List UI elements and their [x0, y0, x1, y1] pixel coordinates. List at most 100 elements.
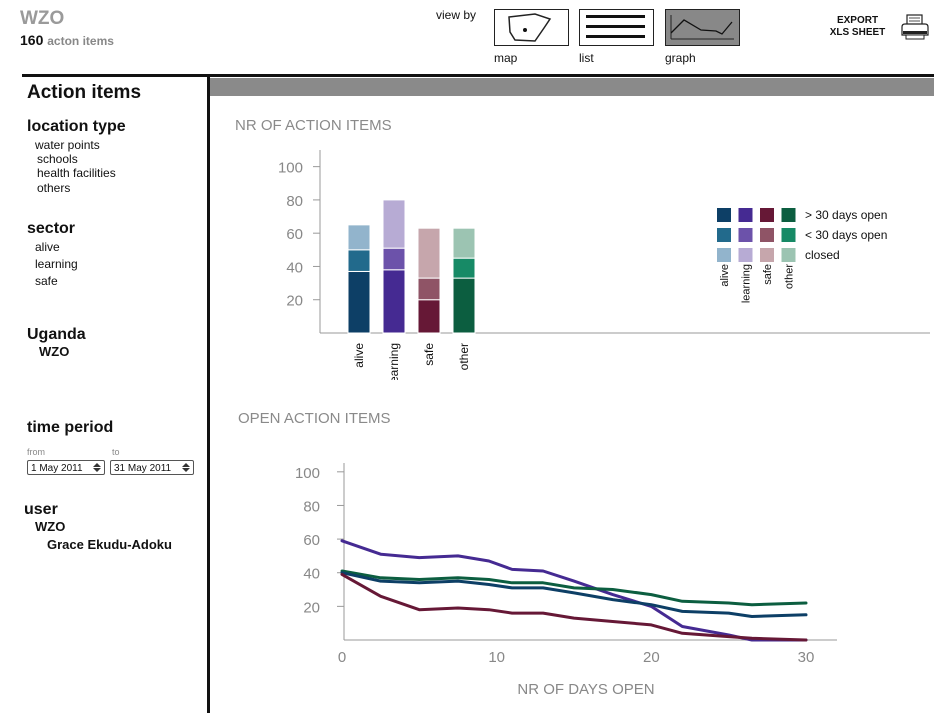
legend-swatch-alive: [717, 208, 731, 222]
spinner-arrows-icon[interactable]: [91, 462, 103, 473]
export-label-line1: EXPORT: [836, 15, 879, 26]
line-chart-title: OPEN ACTION ITEMS: [238, 410, 391, 427]
legend-series-label: > 30 days open: [805, 208, 887, 222]
view-graph-button[interactable]: [665, 9, 740, 46]
user-name[interactable]: Grace Ekudu-Adoku: [47, 537, 172, 552]
location-item-water-points[interactable]: water points: [35, 138, 100, 152]
legend-series-label: < 30 days open: [805, 228, 887, 242]
bar-y-tick-label: 60: [286, 226, 303, 243]
legend-swatch-safe: [760, 208, 774, 222]
legend-swatch-other: [781, 208, 796, 222]
sector-item-safe[interactable]: safe: [35, 274, 58, 288]
bar-category-label: other: [457, 343, 471, 370]
region-heading[interactable]: Uganda: [27, 326, 86, 343]
from-label: from: [27, 447, 45, 457]
legend-swatch-safe: [760, 228, 774, 242]
bar-y-tick-label: 40: [286, 259, 303, 276]
item-count: 160 acton items: [20, 32, 114, 48]
bar-category-label: learning: [387, 343, 401, 380]
export-xls-button[interactable]: EXPORT XLS SHEET: [815, 15, 900, 39]
line-y-tick-label: 60: [303, 532, 320, 549]
location-item-others[interactable]: others: [37, 181, 71, 195]
user-heading: user: [24, 501, 58, 518]
legend-category-label: learning: [741, 264, 753, 303]
item-count-unit: acton items: [47, 34, 114, 48]
printer-icon[interactable]: [900, 13, 930, 46]
line-x-axis-label: NR OF DAYS OPEN: [517, 681, 654, 698]
line-y-tick-label: 100: [295, 465, 320, 482]
line-series-2: [340, 569, 808, 607]
legend-category-label: other: [784, 264, 796, 289]
item-count-value: 160: [20, 32, 44, 48]
bar-y-tick-label: 20: [286, 293, 303, 310]
time-period-heading: time period: [27, 419, 114, 436]
bar-y-tick-label: 80: [286, 193, 303, 210]
line-series-1: [340, 539, 808, 642]
line-y-tick-label: 40: [303, 566, 320, 583]
to-date-value: 31 May 2011: [114, 463, 172, 474]
bar-segment-alive: [347, 270, 371, 334]
from-date-stepper[interactable]: 1 May 2011: [27, 460, 105, 475]
legend-series-label: closed: [805, 248, 840, 262]
sidebar-title: Action items: [27, 82, 142, 103]
view-map-label: map: [494, 51, 518, 65]
location-item-health-facilities[interactable]: health facilities: [37, 166, 116, 180]
line-y-tick-label: 80: [303, 498, 320, 515]
bar-segment-safe: [417, 277, 441, 301]
bar-segment-alive: [347, 224, 371, 251]
line-x-tick-label: 20: [643, 649, 660, 666]
line-x-tick-label: 0: [338, 649, 346, 666]
bar-segment-other: [452, 257, 476, 279]
bar-chart-title: NR OF ACTION ITEMS: [235, 117, 392, 134]
content-header-bar: [210, 78, 934, 96]
legend-swatch-other: [781, 248, 796, 262]
list-icon: [586, 15, 645, 38]
line-y-tick-label: 20: [303, 599, 320, 616]
sector-item-learning[interactable]: learning: [35, 257, 78, 271]
view-graph-label: graph: [665, 51, 696, 65]
view-list-button[interactable]: [579, 9, 654, 46]
line-x-tick-label: 10: [488, 649, 505, 666]
to-date-stepper[interactable]: 31 May 2011: [110, 460, 194, 475]
user-org[interactable]: WZO: [35, 519, 66, 534]
legend-swatch-learning: [738, 228, 753, 242]
from-date-value: 1 May 2011: [31, 463, 83, 474]
bar-segment-learning: [382, 199, 406, 249]
bar-segment-other: [452, 277, 476, 334]
bar-segment-learning: [382, 269, 406, 334]
line-chart: 20 40 60 80 100 0 10 20 30 NR OF DAYS OPEN: [295, 463, 837, 698]
bar-segment-learning: [382, 247, 406, 271]
view-map-button[interactable]: [494, 9, 569, 46]
location-item-schools[interactable]: schools: [37, 152, 78, 166]
bar-y-tick-label: 100: [278, 160, 303, 177]
bar-category-label: safe: [422, 343, 436, 366]
spinner-arrows-icon[interactable]: [180, 462, 192, 473]
top-divider: [22, 74, 934, 77]
to-label: to: [112, 447, 120, 457]
region-value[interactable]: WZO: [39, 344, 70, 359]
graph-icon: [670, 15, 734, 40]
legend-category-label: safe: [762, 264, 774, 285]
legend-swatch-other: [781, 228, 796, 242]
bar-segment-safe: [417, 227, 441, 279]
map-icon: [508, 13, 552, 42]
line-series-3: [340, 571, 808, 618]
sector-item-alive[interactable]: alive: [35, 240, 60, 254]
bar-segment-other: [452, 227, 476, 259]
sector-heading: sector: [27, 220, 76, 237]
line-x-tick-label: 30: [798, 649, 815, 666]
sidebar-divider: [207, 77, 210, 713]
legend-swatch-learning: [738, 248, 753, 262]
bar-segment-alive: [347, 249, 371, 272]
app-title: WZO: [20, 8, 65, 29]
view-list-label: list: [579, 51, 594, 65]
view-by-label: view by: [436, 8, 477, 22]
export-label-line2: XLS SHEET: [829, 27, 886, 38]
legend-swatch-safe: [760, 248, 774, 262]
location-type-heading: location type: [27, 118, 126, 135]
bar-segment-safe: [417, 299, 441, 334]
bar-category-label: alive: [352, 343, 366, 368]
legend-swatch-alive: [717, 248, 731, 262]
line-series-4: [340, 572, 808, 642]
